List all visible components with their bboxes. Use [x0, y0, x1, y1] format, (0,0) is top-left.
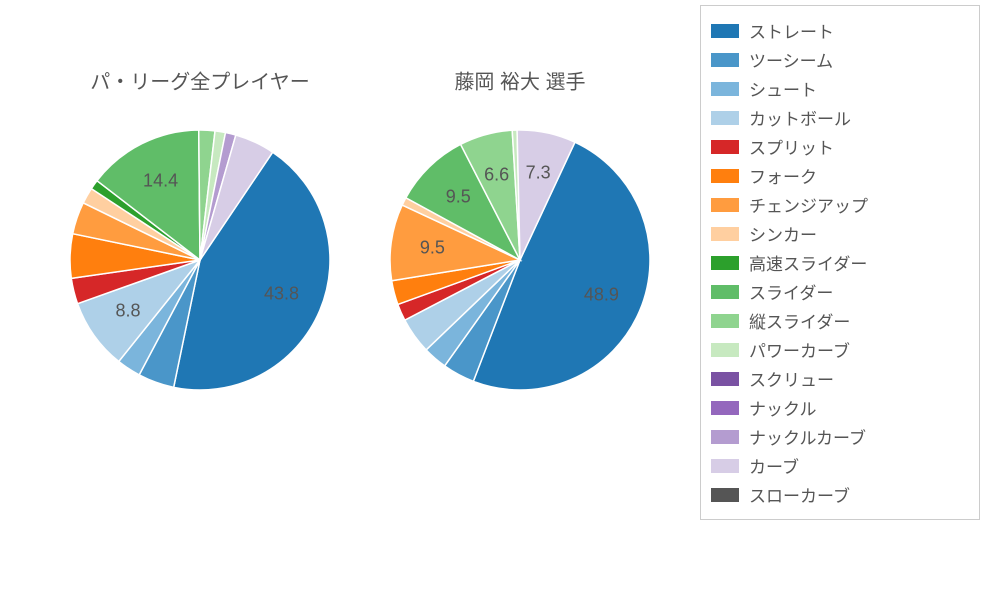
legend-swatch [711, 372, 739, 386]
legend-swatch [711, 227, 739, 241]
legend-label: フォーク [749, 163, 817, 188]
legend-label: スプリット [749, 134, 834, 159]
legend-item: カットボール [711, 105, 969, 130]
legend-label: カットボール [749, 105, 851, 130]
legend-swatch [711, 459, 739, 473]
legend-swatch [711, 401, 739, 415]
slice-value-label: 7.3 [526, 163, 551, 184]
legend-item: スローカーブ [711, 482, 969, 507]
legend-item: ナックルカーブ [711, 424, 969, 449]
legend-item: チェンジアップ [711, 192, 969, 217]
legend-label: 縦スライダー [749, 308, 850, 333]
slice-value-label: 6.6 [484, 164, 509, 185]
legend-swatch [711, 256, 739, 270]
legend-item: シンカー [711, 221, 969, 246]
legend-swatch [711, 24, 739, 38]
legend-label: カーブ [749, 453, 799, 478]
charts-area: パ・リーグ全プレイヤー 43.8 8.8 14.4 藤岡 裕大 選手 48.9 9.5 9.5… [0, 0, 680, 600]
legend-item: スクリュー [711, 366, 969, 391]
legend-item: カーブ [711, 453, 969, 478]
legend-label: ナックルカーブ [749, 424, 866, 449]
legend-label: スローカーブ [749, 482, 850, 507]
chart-title: パ・リーグ全プレイヤー [90, 66, 309, 95]
legend-label: スクリュー [749, 366, 834, 391]
legend-label: シンカー [749, 221, 817, 246]
legend-item: ナックル [711, 395, 969, 420]
legend-swatch [711, 53, 739, 67]
legend-swatch [711, 488, 739, 502]
slice-value-label: 14.4 [143, 170, 178, 191]
legend-label: シュート [749, 76, 817, 101]
legend-swatch [711, 430, 739, 444]
slice-value-label: 9.5 [420, 237, 445, 258]
legend-swatch [711, 82, 739, 96]
legend-item: スライダー [711, 279, 969, 304]
legend-swatch [711, 169, 739, 183]
legend-item: シュート [711, 76, 969, 101]
legend-swatch [711, 343, 739, 357]
legend-swatch [711, 198, 739, 212]
legend-label: 高速スライダー [749, 250, 867, 275]
legend-label: ストレート [749, 18, 834, 43]
legend-item: 縦スライダー [711, 308, 969, 333]
chart-title: 藤岡 裕大 選手 [454, 66, 585, 95]
legend-swatch [711, 111, 739, 125]
legend-item: スプリット [711, 134, 969, 159]
legend-item: ストレート [711, 18, 969, 43]
legend-label: チェンジアップ [749, 192, 868, 217]
slice-value-label: 43.8 [264, 284, 299, 305]
slice-value-label: 48.9 [584, 284, 619, 305]
legend-item: パワーカーブ [711, 337, 969, 362]
legend-item: ツーシーム [711, 47, 969, 72]
legend-swatch [711, 140, 739, 154]
slice-value-label: 9.5 [446, 186, 471, 207]
legend-swatch [711, 314, 739, 328]
slice-value-label: 8.8 [115, 301, 140, 322]
legend-swatch [711, 285, 739, 299]
legend-item: 高速スライダー [711, 250, 969, 275]
legend-label: パワーカーブ [749, 337, 850, 362]
legend-item: フォーク [711, 163, 969, 188]
legend-label: スライダー [749, 279, 833, 304]
root: { "background_color": "#ffffff", "label_… [0, 0, 1000, 600]
legend-label: ナックル [749, 395, 817, 420]
legend-label: ツーシーム [749, 47, 833, 72]
legend: ストレートツーシームシュートカットボールスプリットフォークチェンジアップシンカー… [700, 5, 980, 520]
